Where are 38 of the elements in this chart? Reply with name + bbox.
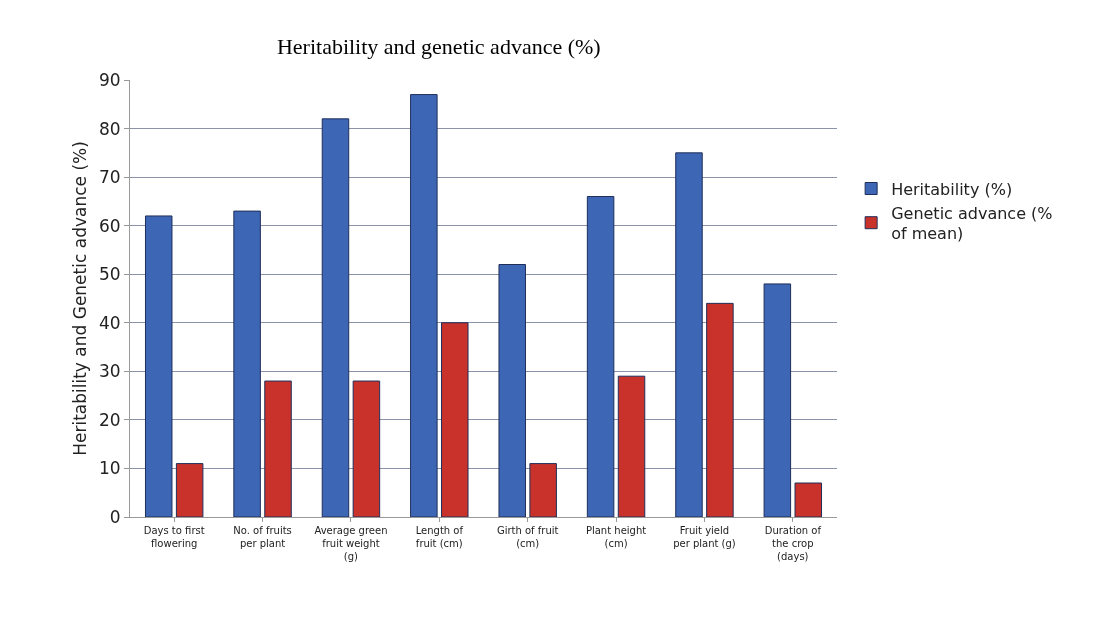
bar <box>175 463 204 517</box>
x-tick-label: Fruit yield per plant (g) <box>673 525 736 549</box>
chart-title: Heritability and genetic advance (%) <box>276 33 601 59</box>
bar <box>233 210 261 517</box>
bar <box>794 482 823 517</box>
bar <box>264 380 292 517</box>
x-tick-label: Plant height (cm) <box>585 525 647 549</box>
y-tick-label: 40 <box>98 312 121 333</box>
bar <box>321 118 350 517</box>
y-tick-label: 30 <box>98 361 121 382</box>
x-tick-label: Days to first flowering <box>143 525 205 549</box>
y-tick-label: 50 <box>98 264 121 285</box>
y-axis-title: Heritability and Genetic advance (%) <box>70 141 90 456</box>
bar <box>410 94 438 517</box>
bar <box>498 264 526 517</box>
y-tick-label: 20 <box>98 409 121 430</box>
bar <box>529 463 557 517</box>
bar <box>763 283 792 517</box>
y-tick-label: 80 <box>98 118 121 139</box>
x-tick-label: Average green fruit weight (g) <box>314 525 388 562</box>
legend-label: Genetic advance (% of mean) <box>891 203 1053 244</box>
bar <box>706 302 734 517</box>
legend-label: Heritability (%) <box>891 179 1013 199</box>
y-tick-label: 70 <box>98 167 121 188</box>
y-tick-label: 0 <box>109 506 121 527</box>
bar <box>144 215 173 517</box>
x-tick-label: No. of fruits per plant <box>233 525 292 549</box>
x-tick-label: Duration of the crop (days) <box>764 525 822 562</box>
y-tick-label: 10 <box>98 458 121 479</box>
y-tick-label: 90 <box>98 69 121 90</box>
y-tick-label: 60 <box>98 215 121 236</box>
bar <box>352 380 381 517</box>
bar <box>617 375 646 517</box>
x-tick-label: Length of fruit (cm) <box>415 525 464 549</box>
bar <box>675 152 703 517</box>
bar <box>441 322 469 517</box>
bar <box>586 196 615 517</box>
x-tick-label: Girth of fruit (cm) <box>496 525 559 549</box>
